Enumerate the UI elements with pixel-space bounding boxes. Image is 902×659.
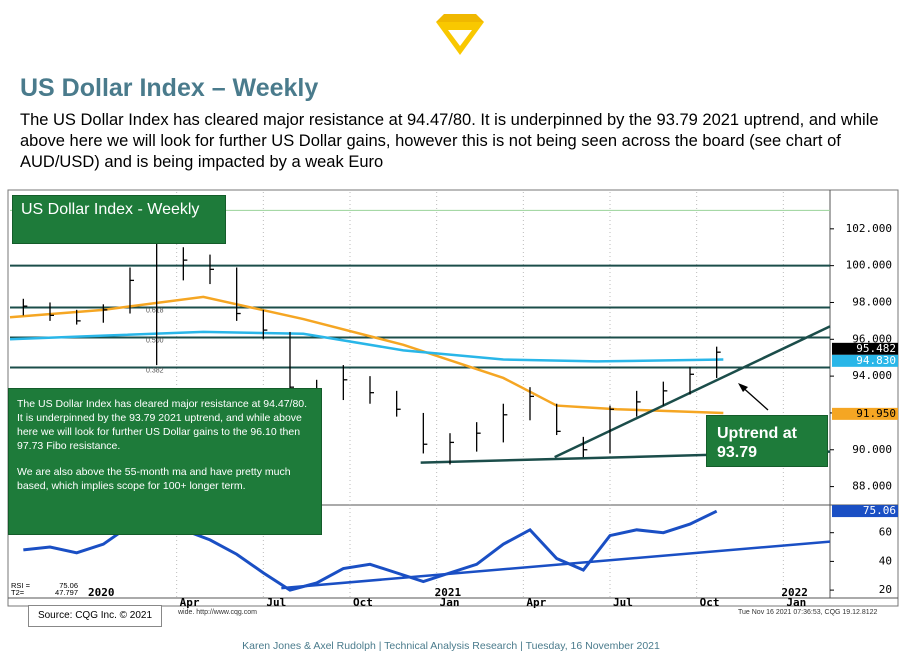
cqg-stamp: Tue Nov 16 2021 07:36:53, CQG 19.12.8122	[738, 609, 878, 616]
readout-label: T2=	[11, 588, 25, 597]
y-tick-label: 90.000	[852, 443, 892, 456]
slide-footer: Karen Jones & Axel Rudolph | Technical A…	[242, 640, 660, 652]
x-tick-label: Jan	[786, 596, 806, 609]
y-tick-label: 20	[879, 583, 892, 596]
y-tick-label: 60	[879, 526, 892, 539]
readout-label: RSI =	[11, 581, 31, 590]
moving-average	[9, 330, 724, 363]
price-tag-label: 95.482	[856, 342, 896, 355]
source-box: Source: CQG Inc. © 2021	[28, 605, 162, 627]
level-label: 0.382	[146, 367, 164, 374]
comment-box: The US Dollar Index has cleared major re…	[8, 388, 322, 535]
comment-main: The US Dollar Index has cleared major re…	[17, 398, 308, 452]
y-tick-label: 40	[879, 554, 892, 567]
year-label: 2022	[781, 586, 808, 599]
cqg-url: wide. http://www.cqg.com	[178, 609, 257, 616]
y-tick-label: 100.000	[846, 259, 892, 272]
price-tag-label: 91.950	[856, 407, 896, 420]
price-tag	[832, 505, 898, 518]
logo-cut	[448, 30, 472, 46]
chart-title-box: US Dollar Index - Weekly	[12, 195, 226, 244]
uptrend-line1: Uptrend at	[717, 425, 797, 442]
uptrend-box: Uptrend at 93.79	[706, 415, 828, 467]
logo	[436, 14, 484, 55]
y-tick-label: 102.000	[846, 222, 892, 235]
year-label: 2021	[435, 586, 462, 599]
logo-top	[436, 14, 484, 22]
readout-value: 47.797	[55, 588, 78, 597]
level-label: 0.618	[146, 307, 164, 314]
x-tick-label: Oct	[700, 596, 720, 609]
price-tag	[832, 342, 898, 355]
y-tick-label: 98.000	[852, 295, 892, 308]
trendline	[554, 325, 831, 459]
price-tag-label: 75.06	[863, 504, 896, 517]
y-tick-label: 96.000	[852, 332, 892, 345]
price-tag-label: 94.830	[856, 354, 896, 367]
moving-average	[9, 295, 724, 415]
level-label: 0.500	[146, 337, 164, 344]
year-label: 2020	[88, 586, 115, 599]
comment-second: We are also above the 55-month ma and ha…	[17, 466, 291, 492]
x-tick-label: Jan	[440, 596, 460, 609]
y-tick-label: 94.000	[852, 369, 892, 382]
x-tick-label: Jul	[613, 596, 633, 609]
slide-body: The US Dollar Index has cleared major re…	[20, 111, 879, 171]
y-tick-label: 88.000	[852, 480, 892, 493]
slide-title: US Dollar Index – Weekly	[20, 74, 319, 102]
x-tick-label: Apr	[526, 596, 546, 609]
readout-value: 75.06	[59, 581, 78, 590]
price-tag	[832, 407, 898, 420]
uptrend-line2: 93.79	[717, 444, 758, 461]
x-tick-label: Oct	[353, 596, 373, 609]
arrow-head	[738, 383, 748, 392]
price-tag	[832, 354, 898, 367]
x-tick-label: Jul	[266, 596, 286, 609]
trendline	[281, 540, 831, 590]
x-tick-label: Apr	[180, 596, 200, 609]
